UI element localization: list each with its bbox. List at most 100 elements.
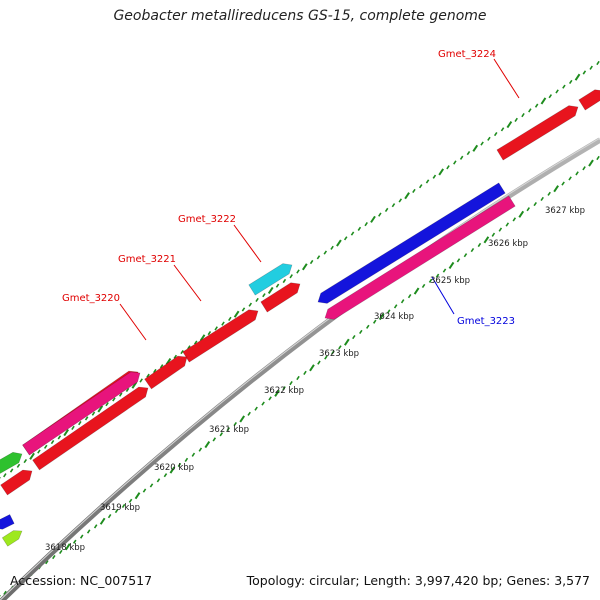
outer-tick	[50, 439, 55, 445]
inner-tick	[198, 447, 203, 452]
gene-arrow	[182, 309, 259, 363]
outer-tick	[153, 368, 157, 374]
inner-tick	[526, 207, 530, 212]
inner-tick	[64, 543, 71, 551]
genome-summary-text: Topology: circular; Length: 3,997,420 bp…	[246, 573, 590, 588]
outer-tick	[466, 150, 471, 156]
outer-tick	[500, 127, 505, 132]
outer-tick	[378, 212, 382, 217]
inner-tick	[533, 201, 537, 207]
inner-tick	[317, 360, 321, 365]
outer-tick	[228, 316, 232, 321]
inner-tick	[331, 350, 335, 355]
inner-tick	[86, 529, 91, 534]
outer-tick	[78, 421, 82, 426]
inner-tick	[212, 437, 217, 442]
gene-arrow	[0, 514, 15, 530]
inner-tick	[268, 396, 272, 401]
outer-tick	[125, 387, 130, 393]
inner-tick	[456, 258, 461, 263]
gene-arrow	[1, 530, 23, 547]
outer-tick	[425, 179, 430, 184]
inner-tick	[261, 401, 265, 406]
outer-tick	[323, 250, 328, 255]
outer-tick	[432, 174, 437, 179]
outer-tick	[57, 435, 62, 440]
outer-tick	[159, 364, 164, 369]
inner-tick	[338, 345, 342, 350]
inner-tick	[324, 355, 328, 360]
gene-label: Gmet_3221	[118, 254, 176, 265]
outer-tick	[309, 259, 314, 265]
inner-tick	[483, 236, 490, 244]
outer-tick	[562, 84, 566, 89]
inner-tick	[413, 287, 420, 295]
inner-tick	[191, 452, 196, 457]
inner-tick	[463, 253, 468, 258]
inner-tick	[372, 319, 377, 324]
inner-tick	[114, 508, 119, 514]
outer-tick	[199, 334, 206, 342]
outer-tick	[221, 321, 225, 326]
gene-label: Gmet_3224	[438, 49, 496, 60]
outer-tick	[438, 168, 445, 176]
outer-tick	[398, 198, 403, 203]
inner-tick	[45, 560, 49, 565]
gene-features	[0, 89, 600, 547]
inner-tick	[156, 478, 161, 483]
outer-tick	[37, 449, 41, 454]
inner-tick	[547, 191, 551, 196]
outer-tick	[350, 231, 355, 236]
inner-tick	[344, 338, 350, 346]
scale-label: 3627 kbp	[545, 206, 585, 216]
inner-tick	[540, 196, 544, 202]
gene-arrow	[317, 182, 506, 304]
gene-arrow	[32, 386, 149, 471]
inner-tick	[553, 185, 559, 193]
inner-tick	[448, 261, 455, 269]
scale-label: 3623 kbp	[319, 349, 359, 359]
outer-tick	[582, 70, 587, 75]
scale-label: 3626 kbp	[488, 239, 528, 249]
inner-tick	[233, 421, 237, 427]
outer-tick	[330, 245, 334, 250]
gene-arrow	[578, 89, 600, 111]
outer-tick	[472, 144, 479, 152]
inner-tick	[204, 440, 211, 449]
inner-tick	[79, 534, 84, 539]
inner-tick	[163, 473, 168, 478]
outer-tick	[596, 60, 600, 66]
outer-tick	[540, 97, 547, 105]
gene-arrow	[260, 282, 301, 313]
outer-tick	[29, 452, 35, 460]
gene-arrow	[0, 469, 33, 496]
inner-tick	[107, 514, 112, 519]
inner-tick	[596, 155, 600, 161]
outer-tick	[289, 274, 293, 279]
inner-tick	[393, 304, 398, 309]
outer-tick	[370, 215, 376, 223]
inner-tick	[254, 406, 258, 411]
outer-tick	[262, 293, 266, 298]
outer-tick	[207, 331, 212, 336]
backbone-highlight	[0, 137, 600, 600]
inner-tick	[59, 549, 63, 555]
gene-arrow	[324, 195, 516, 320]
outer-tick	[301, 263, 308, 271]
outer-tick	[131, 381, 138, 389]
outer-tick	[487, 136, 491, 141]
outer-tick	[384, 207, 389, 212]
inner-tick	[72, 539, 77, 544]
outer-tick	[255, 297, 259, 303]
scale-label: 3625 kbp	[430, 276, 470, 286]
outer-tick	[97, 405, 104, 413]
inner-tick	[142, 488, 147, 493]
outer-tick	[139, 378, 143, 383]
outer-tick	[506, 121, 513, 129]
label-leaders	[119, 58, 520, 341]
inner-tick	[247, 411, 251, 416]
inner-tick	[149, 483, 154, 488]
scale-label: 3619 kbp	[100, 503, 140, 513]
